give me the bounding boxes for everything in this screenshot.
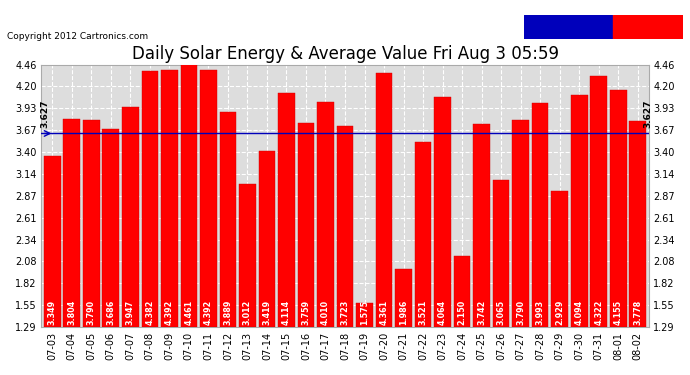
Text: 4.114: 4.114: [282, 300, 291, 325]
Text: 3.759: 3.759: [302, 300, 310, 325]
Text: 3.686: 3.686: [106, 300, 115, 325]
Text: 4.155: 4.155: [614, 300, 623, 325]
Text: 3.889: 3.889: [224, 300, 233, 325]
Bar: [103, 129, 119, 327]
Bar: [317, 102, 334, 327]
Text: 3.012: 3.012: [243, 300, 252, 325]
Bar: [513, 120, 529, 327]
Text: 3.419: 3.419: [262, 300, 271, 325]
Bar: [613, 15, 683, 39]
Text: 4.392: 4.392: [204, 300, 213, 325]
Text: 4.064: 4.064: [438, 300, 447, 325]
Bar: [454, 256, 471, 327]
Text: 1.986: 1.986: [399, 300, 408, 325]
Text: 4.010: 4.010: [321, 300, 330, 325]
Bar: [239, 184, 256, 327]
Text: 3.349: 3.349: [48, 300, 57, 325]
Bar: [532, 103, 549, 327]
Bar: [219, 112, 236, 327]
Text: Copyright 2012 Cartronics.com: Copyright 2012 Cartronics.com: [7, 32, 148, 41]
Bar: [278, 93, 295, 327]
Text: 3.627: 3.627: [40, 100, 49, 129]
Text: 4.461: 4.461: [184, 300, 193, 325]
Bar: [434, 97, 451, 327]
Text: 3.804: 3.804: [67, 300, 76, 325]
Bar: [259, 151, 275, 327]
Bar: [200, 70, 217, 327]
Bar: [63, 119, 80, 327]
Text: 3.993: 3.993: [535, 300, 544, 325]
Text: 4.392: 4.392: [165, 300, 174, 325]
Text: Daily  ($): Daily ($): [616, 22, 663, 32]
Bar: [181, 64, 197, 327]
Bar: [297, 123, 314, 327]
Text: 4.322: 4.322: [594, 300, 603, 325]
Bar: [83, 120, 99, 327]
Text: 4.094: 4.094: [575, 300, 584, 325]
Text: 3.742: 3.742: [477, 300, 486, 325]
Text: 3.723: 3.723: [340, 300, 350, 325]
Text: 3.778: 3.778: [633, 300, 642, 325]
Bar: [524, 15, 611, 39]
Bar: [122, 107, 139, 327]
Text: 3.790: 3.790: [87, 300, 96, 325]
Bar: [571, 95, 587, 327]
Bar: [161, 70, 177, 327]
Bar: [415, 142, 431, 327]
Text: Average  ($): Average ($): [528, 22, 590, 32]
Bar: [376, 73, 393, 327]
Bar: [395, 269, 412, 327]
Bar: [44, 156, 61, 327]
Bar: [610, 90, 627, 327]
Text: 3.790: 3.790: [516, 300, 525, 325]
Text: 2.929: 2.929: [555, 300, 564, 325]
Text: 3.521: 3.521: [419, 300, 428, 325]
Text: 3.065: 3.065: [497, 300, 506, 325]
Bar: [493, 180, 509, 327]
Bar: [629, 121, 646, 327]
Bar: [337, 126, 353, 327]
Text: 4.361: 4.361: [380, 300, 388, 325]
Text: 1.575: 1.575: [360, 300, 369, 325]
Text: 3.947: 3.947: [126, 300, 135, 325]
Text: 2.150: 2.150: [457, 300, 466, 325]
Bar: [551, 191, 568, 327]
Bar: [356, 303, 373, 327]
Text: 3.627: 3.627: [643, 100, 652, 129]
Title: Daily Solar Energy & Average Value Fri Aug 3 05:59: Daily Solar Energy & Average Value Fri A…: [132, 45, 558, 63]
Text: 4.382: 4.382: [146, 300, 155, 325]
Bar: [141, 71, 158, 327]
Bar: [591, 76, 607, 327]
Bar: [473, 124, 490, 327]
